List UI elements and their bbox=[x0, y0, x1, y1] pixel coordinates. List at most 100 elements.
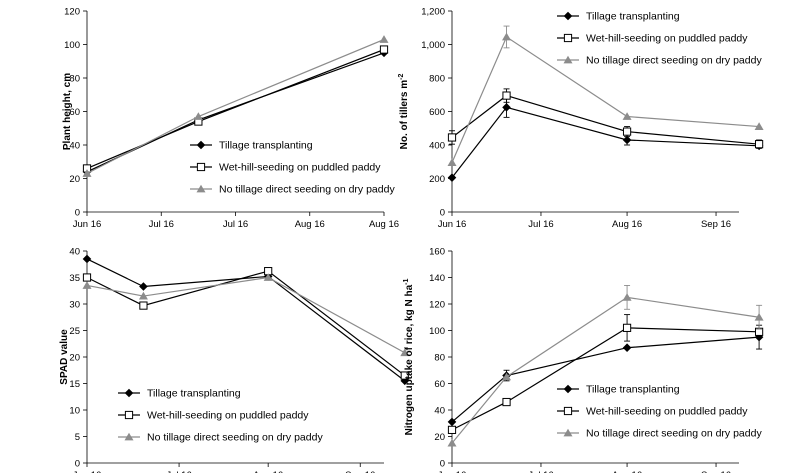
data-point bbox=[502, 32, 512, 41]
y-tick-label: 80 bbox=[434, 352, 445, 363]
y-tick-label: 20 bbox=[69, 174, 80, 185]
series-line bbox=[451, 36, 760, 163]
series-line bbox=[451, 327, 760, 431]
x-tick-label: Jul 16 bbox=[528, 219, 553, 230]
y-axis-label: SPAD value bbox=[59, 329, 70, 385]
x-tick-label: Aug 16 bbox=[612, 470, 642, 473]
legend-marker bbox=[563, 406, 573, 416]
data-point bbox=[379, 45, 389, 54]
y-tick-label: 0 bbox=[440, 458, 445, 469]
legend-marker bbox=[124, 432, 134, 441]
x-tick-label: Sep 16 bbox=[701, 470, 731, 473]
legend-label: Wet-hill-seeding on puddled paddy bbox=[586, 406, 748, 418]
legend-label: Tillage transplanting bbox=[147, 388, 241, 400]
x-tick-label: Aug 16 bbox=[369, 219, 399, 230]
chart-height: 0 20 40 60 80 100 120 Jun 16 Jul 16 Jul 16 Aug 16 A… bbox=[62, 6, 399, 230]
data-point bbox=[400, 376, 410, 386]
legend-label: No tillage direct seeding on dry paddy bbox=[586, 428, 762, 440]
data-point bbox=[447, 425, 457, 434]
data-point bbox=[622, 293, 632, 301]
y-tick-label: 60 bbox=[434, 379, 445, 390]
data-point bbox=[447, 158, 457, 166]
legend-marker bbox=[563, 11, 573, 21]
data-point bbox=[379, 35, 389, 43]
data-point bbox=[263, 273, 273, 281]
y-tick-label: 100 bbox=[64, 40, 80, 51]
y-tick-label: 60 bbox=[69, 107, 80, 118]
x-tick-label: Sep 16 bbox=[701, 219, 731, 230]
series-square bbox=[82, 267, 409, 380]
y-tick-label: 5 bbox=[75, 432, 80, 443]
y-tick-label: 20 bbox=[69, 352, 80, 363]
legend-label: Tillage transplanting bbox=[586, 384, 680, 396]
y-tick-label: 1,200 bbox=[421, 6, 445, 17]
data-point bbox=[622, 323, 632, 332]
x-tick-label: Jul 16 bbox=[166, 470, 191, 473]
data-point bbox=[754, 312, 764, 321]
y-tick-label: 10 bbox=[69, 405, 80, 416]
y-axis-label-superscript: -1 bbox=[403, 278, 410, 284]
y-tick-label: 1,000 bbox=[421, 40, 445, 51]
data-point bbox=[754, 140, 764, 149]
series-triangle bbox=[447, 285, 764, 447]
series-line bbox=[451, 94, 760, 145]
legend-label: Wet-hill-seeding on puddled paddy bbox=[147, 410, 309, 422]
y-axis-label: Plant height, cm bbox=[62, 73, 73, 150]
legend-marker bbox=[563, 33, 573, 43]
data-point bbox=[82, 273, 92, 282]
series-line bbox=[86, 276, 406, 354]
legend-marker bbox=[196, 184, 206, 193]
y-tick-label: 160 bbox=[429, 246, 445, 257]
series-line bbox=[451, 336, 760, 423]
series-diamond bbox=[82, 254, 410, 386]
data-point bbox=[447, 173, 457, 182]
x-tick-label: Jul 16 bbox=[528, 470, 553, 473]
x-tick-label: Jun 16 bbox=[438, 470, 467, 473]
series-triangle bbox=[82, 35, 389, 177]
x-tick-label: Aug 16 bbox=[253, 470, 283, 473]
legend: Tillage transplanting Wet-hill-seeding on… bbox=[118, 388, 323, 444]
y-tick-label: 400 bbox=[429, 140, 445, 151]
y-axis-label: No. of tillers m-2 bbox=[398, 74, 410, 150]
chart-nitrogen: 0 20 40 60 80 100 120 140 160 Jun 16 Jul 16 Aug 16 S… bbox=[403, 246, 764, 473]
data-point bbox=[447, 133, 457, 142]
series-square bbox=[82, 45, 389, 173]
y-tick-label: 15 bbox=[69, 379, 80, 390]
data-point bbox=[193, 112, 203, 120]
series-triangle bbox=[82, 273, 410, 357]
legend: Tillage transplanting Wet-hill-seeding on… bbox=[557, 11, 762, 67]
y-axis-label-superscript: -2 bbox=[398, 74, 405, 80]
x-tick-label: Aug 16 bbox=[612, 219, 642, 230]
data-point bbox=[138, 291, 148, 300]
series-diamond bbox=[82, 48, 389, 177]
data-point bbox=[447, 438, 457, 447]
series-square bbox=[447, 314, 764, 434]
data-point bbox=[400, 371, 409, 380]
legend-label: No tillage direct seeding on dry paddy bbox=[586, 55, 762, 67]
x-tick-label: Jul 16 bbox=[223, 219, 248, 230]
y-tick-label: 20 bbox=[434, 432, 445, 443]
chart-tillers: 0 200 400 600 800 1,000 1,200 Jun 16 Jul 16 Aug 1… bbox=[398, 6, 764, 230]
data-point bbox=[502, 372, 512, 381]
y-tick-label: 120 bbox=[64, 6, 80, 17]
series-line bbox=[451, 106, 760, 179]
legend-label: Wet-hill-seeding on puddled paddy bbox=[586, 33, 748, 45]
data-point bbox=[502, 103, 511, 112]
data-point bbox=[82, 169, 92, 177]
legend-marker bbox=[196, 162, 206, 172]
x-tick-label: Jul 16 bbox=[149, 219, 174, 230]
series-square bbox=[447, 88, 764, 149]
data-point bbox=[82, 254, 92, 264]
data-point bbox=[502, 91, 511, 100]
series-line bbox=[86, 270, 406, 377]
data-point bbox=[622, 112, 632, 120]
y-tick-label: 40 bbox=[69, 246, 80, 257]
y-tick-label: 200 bbox=[429, 174, 445, 185]
y-tick-label: 600 bbox=[429, 107, 445, 118]
series-line bbox=[451, 296, 760, 444]
y-tick-label: 800 bbox=[429, 73, 445, 84]
y-tick-label: 0 bbox=[75, 458, 80, 469]
data-point bbox=[139, 282, 148, 291]
data-point bbox=[502, 397, 511, 407]
